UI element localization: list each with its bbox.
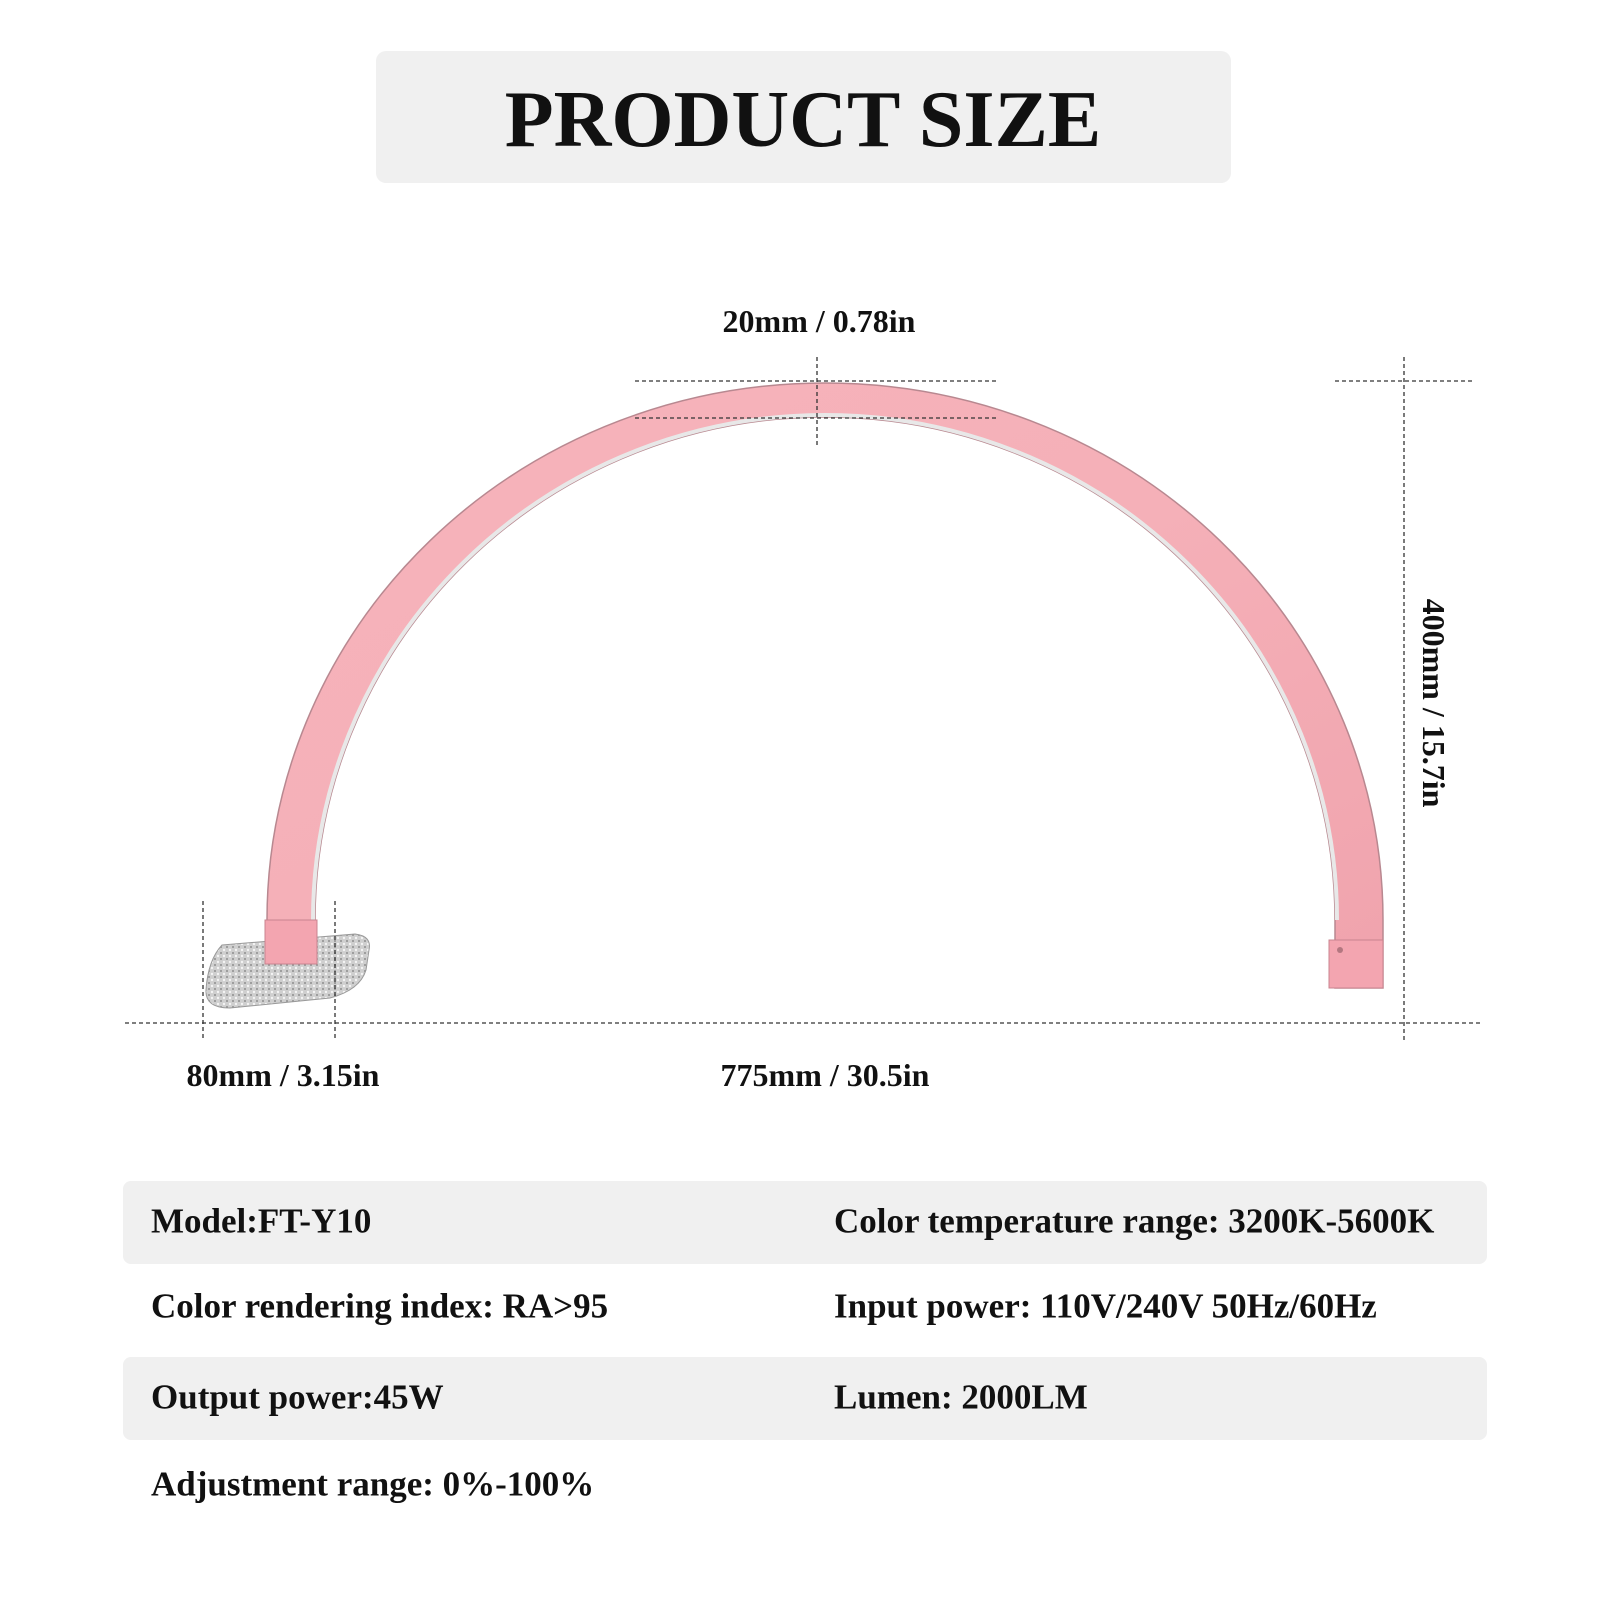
dimension-label: 20mm / 0.78in [723, 303, 916, 339]
spec-text: Color rendering index: RA>95 [151, 1287, 608, 1326]
title: PRODUCT SIZE [505, 76, 1101, 164]
spec-text: Color temperature range: 3200K-5600K [834, 1202, 1434, 1241]
dimension-label: 775mm / 30.5in [721, 1057, 930, 1093]
title-box [376, 51, 1231, 183]
spec-row-bg [123, 1181, 1487, 1264]
spec-text: Model:FT-Y10 [151, 1202, 371, 1241]
dimension-label: 400mm / 15.7in [1416, 599, 1452, 808]
right-foot [1328, 939, 1384, 989]
spec-text: Input power: 110V/240V 50Hz/60Hz [834, 1287, 1377, 1326]
lamp-illustration [205, 382, 1384, 1009]
switch [1337, 947, 1343, 953]
dimension-lines [125, 357, 1480, 1041]
light-strip [311, 413, 1339, 921]
spec-text: Output power:45W [151, 1378, 444, 1417]
dimension-label: 80mm / 3.15in [187, 1057, 380, 1093]
spec-table: Model:FT-Y10 Color temperature range: 320… [123, 1181, 1487, 1504]
spec-text: Adjustment range: 0%-100% [151, 1465, 594, 1504]
arch [266, 382, 1384, 989]
spec-text: Lumen: 2000LM [834, 1378, 1088, 1417]
base [205, 933, 370, 1009]
spec-row-bg [123, 1357, 1487, 1440]
left-foot [264, 919, 318, 965]
